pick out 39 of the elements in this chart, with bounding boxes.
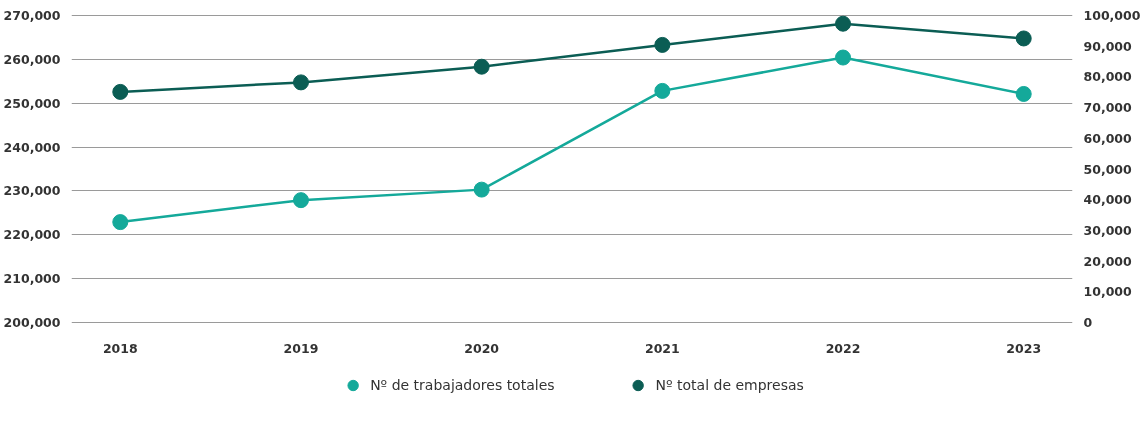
y-tick-label: 250,000	[3, 95, 61, 111]
x-tick-label: 2023	[1006, 340, 1042, 356]
point	[292, 74, 309, 91]
y2-tick-label: 80,000	[1083, 69, 1133, 85]
y2-tick-label: 100,000	[1083, 7, 1141, 23]
x-tick-label: 2020	[464, 340, 500, 356]
point	[292, 192, 309, 209]
x-tick-label: 2022	[825, 340, 861, 356]
y-tick-label: 240,000	[3, 139, 61, 155]
point	[835, 15, 852, 32]
y2-tick-label: 40,000	[1083, 192, 1133, 208]
x-tick-label: 2018	[102, 340, 138, 356]
y2-tick-label: 60,000	[1083, 130, 1133, 146]
y2-tick-label: 20,000	[1083, 253, 1133, 269]
y-tick-label: 230,000	[3, 183, 61, 199]
point	[112, 83, 129, 100]
y2-tick-label: 0	[1083, 315, 1093, 331]
point	[654, 36, 671, 53]
x-tick-label: 2021	[644, 340, 680, 356]
point	[654, 82, 671, 99]
legend-label: Nº total de empresas	[655, 377, 804, 393]
y-tick-label: 200,000	[3, 315, 61, 331]
y-tick-label: 220,000	[3, 227, 61, 243]
y-tick-label: 260,000	[3, 51, 61, 67]
x-tick-label: 2019	[283, 340, 319, 356]
y-tick-label: 210,000	[3, 271, 61, 287]
point	[473, 58, 490, 75]
legend-label: Nº de trabajadores totales	[370, 377, 555, 393]
point	[1015, 85, 1032, 102]
point	[835, 49, 852, 66]
y2-tick-label: 90,000	[1083, 38, 1133, 54]
y2-tick-label: 30,000	[1083, 222, 1133, 238]
y2-tick-label: 10,000	[1083, 284, 1133, 300]
point	[1015, 30, 1032, 47]
point	[473, 181, 490, 198]
y2-tick-label: 70,000	[1083, 100, 1133, 116]
y-tick-label: 270,000	[3, 7, 61, 23]
y2-tick-label: 50,000	[1083, 161, 1133, 177]
point	[112, 214, 129, 231]
